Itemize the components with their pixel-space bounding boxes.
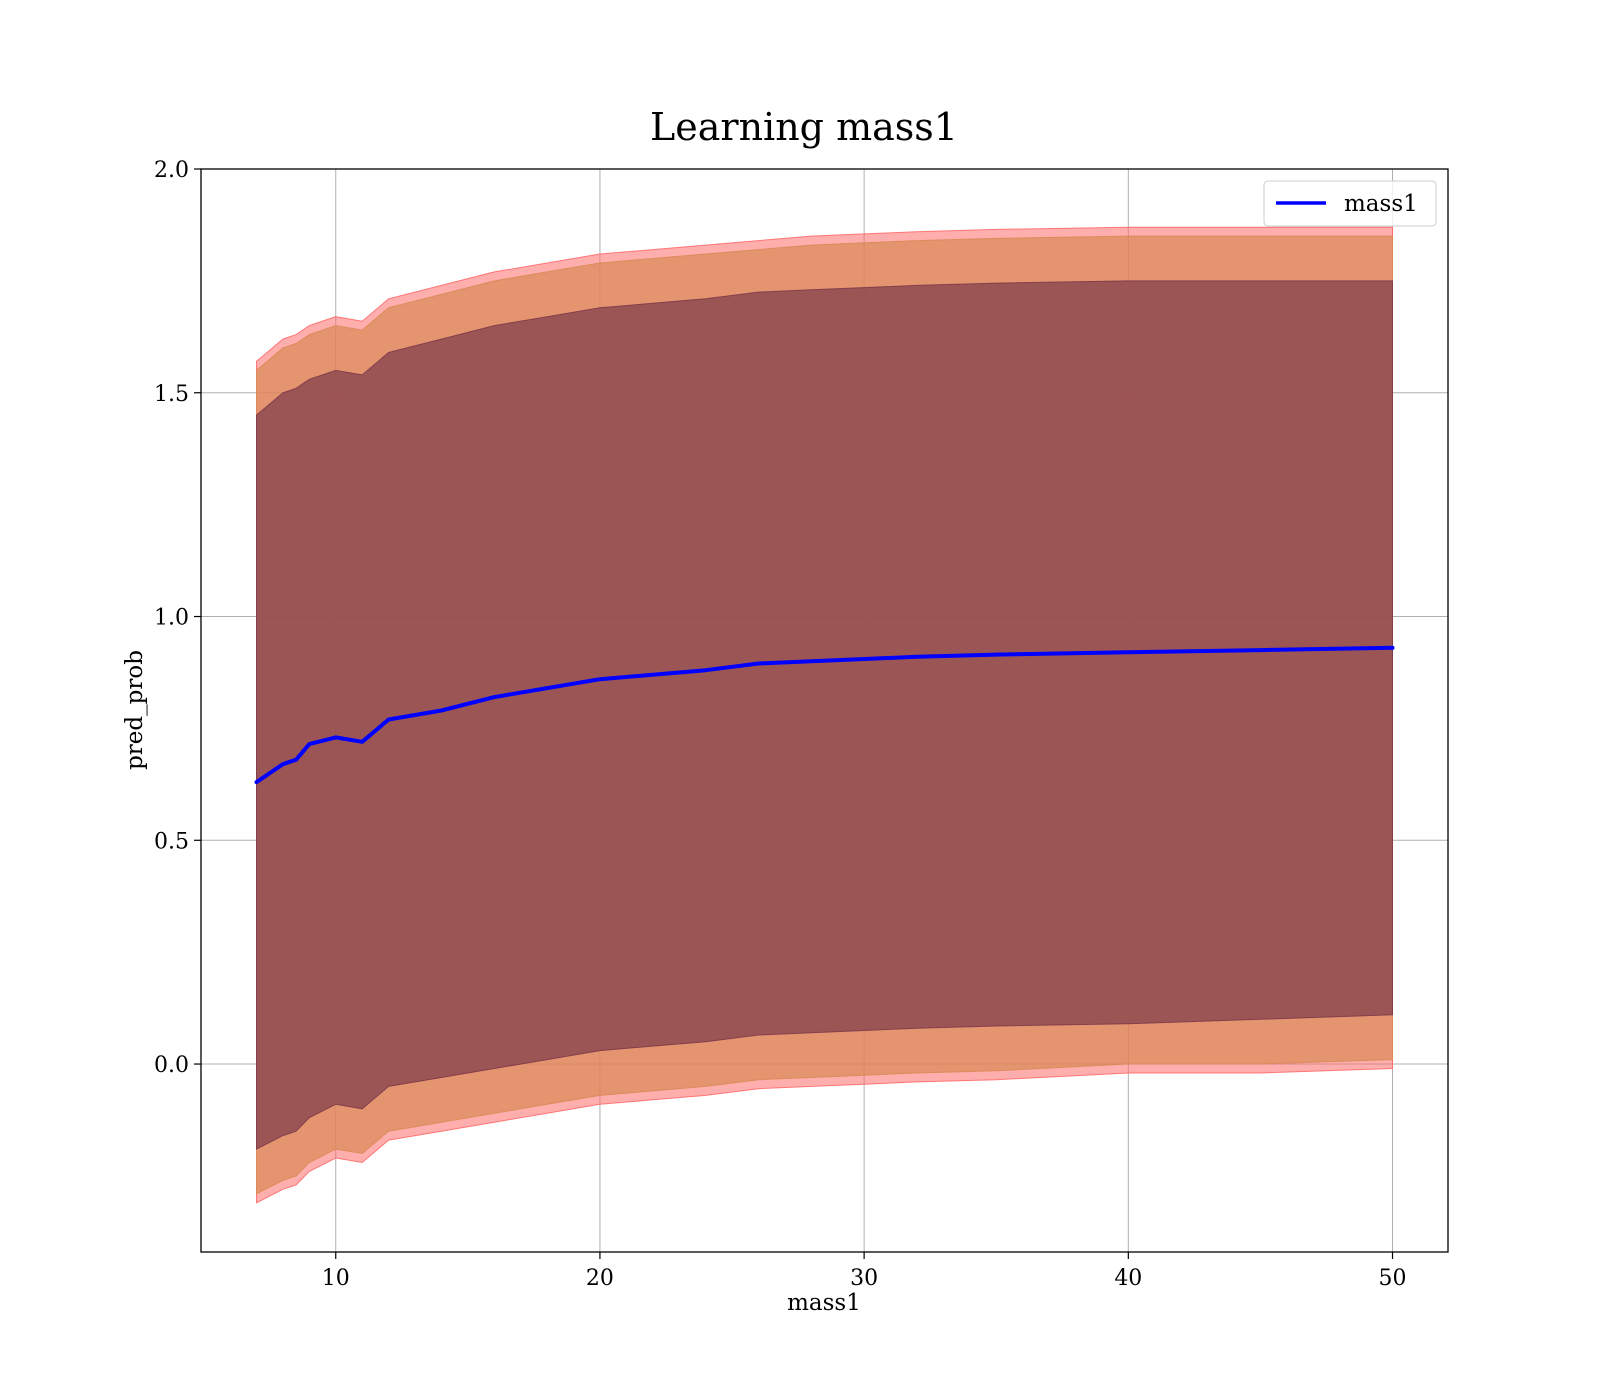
y-tick-label-0: 0.0: [154, 1053, 189, 1078]
band-sigma-1: [256, 280, 1393, 1150]
x-tick-label-0: 10: [322, 1266, 350, 1291]
series-line-mass1: [254, 645, 1395, 785]
y-tick-label-4: 2.0: [154, 158, 189, 183]
x-axis-label: mass1: [787, 1290, 861, 1316]
x-tick-label-4: 50: [1379, 1266, 1407, 1291]
x-tick-label-1: 20: [586, 1266, 614, 1291]
y-axis-label: pred_prob: [122, 650, 148, 770]
x-tick-label-2: 30: [850, 1266, 878, 1291]
y-tick-label-3: 1.5: [154, 382, 189, 407]
y-tick-label-2: 1.0: [154, 606, 189, 631]
legend-label-mass1: mass1: [1344, 191, 1418, 217]
x-tick-label-3: 40: [1114, 1266, 1142, 1291]
plot-area: [200, 168, 1449, 1253]
chart-title: Learning mass1: [650, 105, 958, 149]
legend: mass1: [1263, 180, 1437, 227]
x-axis-ticks: 10 20 30 40 50: [322, 1252, 1407, 1291]
y-tick-label-1: 0.5: [154, 829, 189, 854]
uncertainty-bands: [256, 226, 1393, 1204]
y-axis-ticks: 0.0 0.5 1.0 1.5 2.0: [154, 158, 201, 1078]
series-lines: [254, 645, 1395, 785]
plot-frame: [200, 168, 1449, 1253]
legend-frame: [1263, 180, 1437, 227]
